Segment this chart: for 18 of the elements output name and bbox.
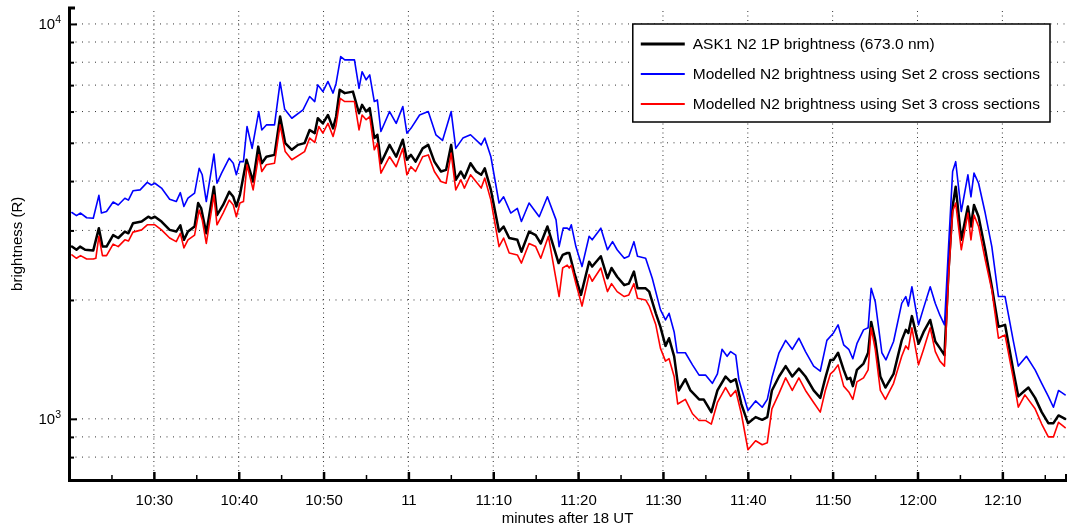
x-tick-label: 10:40: [220, 491, 258, 508]
x-tick-label: 11:30: [645, 491, 682, 508]
y-tick-label: 10$^{3}$: [38, 408, 62, 428]
x-tick-label: 12:10: [984, 491, 1022, 508]
x-tick-label: 12:00: [899, 491, 937, 508]
y-axis-title: brightness (R): [8, 196, 25, 291]
x-tick-label: 11:10: [475, 491, 512, 508]
x-tick-label: 11:20: [560, 491, 597, 508]
legend-label: Modelled N2 brightness using Set 2 cross sections: [692, 65, 1041, 82]
x-tick-label: 11:40: [730, 491, 767, 508]
legend-label: ASK1 N2 1P brightness (673.0 nm): [692, 35, 935, 52]
x-tick-label: 11:50: [814, 491, 852, 508]
x-axis-title: minutes after 18 UT: [501, 509, 634, 526]
x-tick-label: 10:50: [305, 491, 343, 508]
x-tick-label: 10:30: [135, 491, 174, 508]
y-tick-label: 10$^{4}$: [38, 13, 62, 33]
legend-label: Modelled N2 brightness using Set 3 cross sections: [692, 95, 1041, 112]
x-tick-label: 11: [401, 491, 417, 508]
